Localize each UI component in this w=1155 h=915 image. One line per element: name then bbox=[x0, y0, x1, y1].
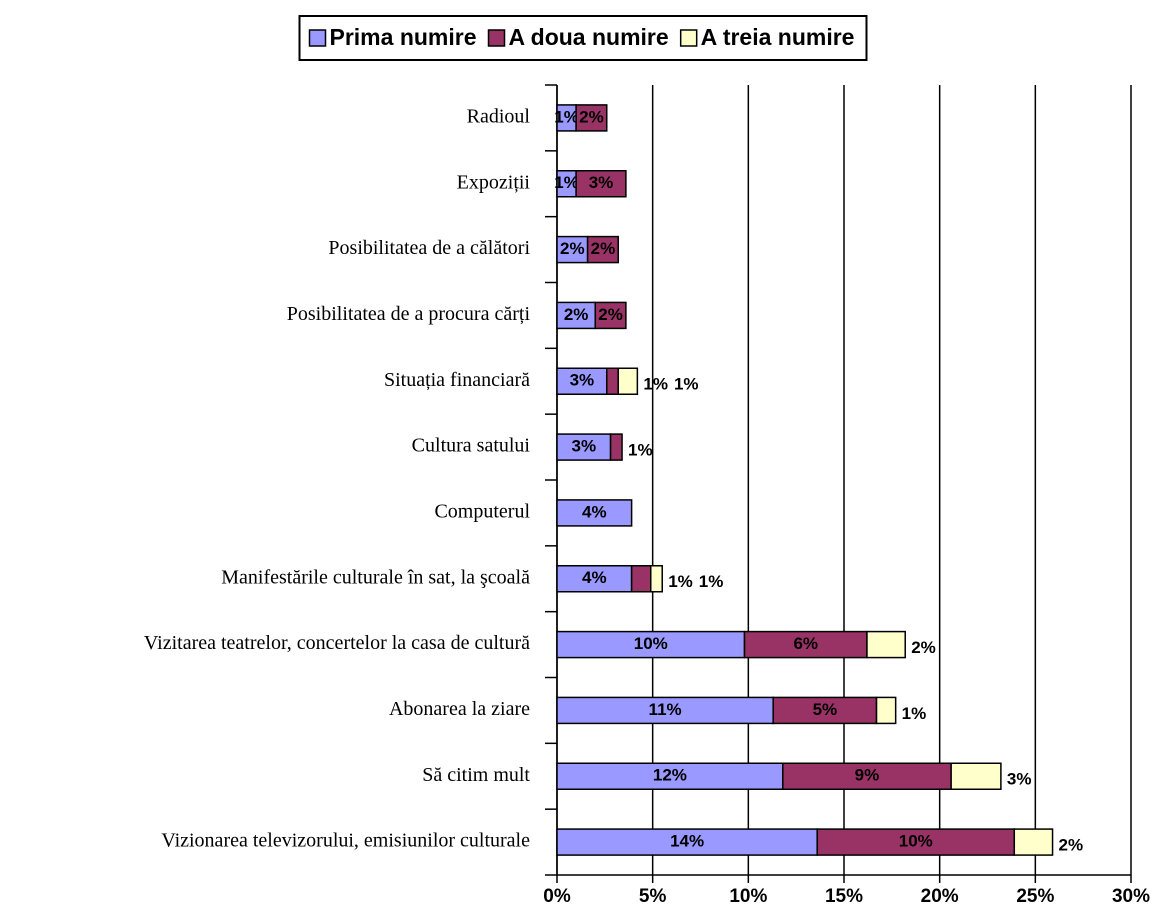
y-tick-label: Vizitarea teatrelor, concertelor la casa… bbox=[144, 632, 530, 654]
value-label: 3% bbox=[570, 371, 595, 390]
value-label: 10% bbox=[634, 634, 668, 653]
bar-segment bbox=[782, 762, 952, 790]
y-tick-label: Abonarea la ziare bbox=[389, 698, 530, 720]
value-label: 2% bbox=[591, 239, 616, 258]
x-tick-label: 0% bbox=[543, 886, 571, 907]
x-tick-label: 10% bbox=[729, 886, 767, 907]
bar-segment bbox=[556, 630, 746, 659]
legend-box bbox=[298, 15, 868, 61]
legend-label: A treia numire bbox=[701, 24, 855, 50]
bar-segment bbox=[556, 762, 784, 790]
y-tick-label: Posibilitatea de a procura cărți bbox=[287, 303, 531, 325]
bar-segment bbox=[556, 499, 633, 527]
bar-segment bbox=[556, 565, 633, 593]
y-tick-label: Radioul bbox=[467, 106, 531, 128]
bar-segment bbox=[575, 104, 608, 132]
y-tick-label: Posibilitatea de a călători bbox=[328, 237, 530, 259]
value-label: 5% bbox=[813, 700, 838, 719]
value-label: 6% bbox=[793, 634, 818, 653]
value-label: 1% bbox=[643, 375, 668, 394]
value-label: 3% bbox=[1007, 770, 1032, 789]
value-label: 2% bbox=[579, 107, 604, 126]
value-label: 2% bbox=[564, 305, 589, 324]
value-label: 9% bbox=[855, 766, 880, 785]
x-tick-label: 15% bbox=[825, 886, 863, 907]
value-label: 2% bbox=[911, 638, 936, 657]
y-tick-label: Situația financiară bbox=[384, 369, 530, 391]
value-label: 4% bbox=[582, 568, 607, 587]
y-tick-label: Computerul bbox=[434, 501, 530, 523]
y-tick-label: Să citim mult bbox=[422, 764, 530, 786]
value-label: 12% bbox=[653, 766, 687, 785]
legend-label: Prima numire bbox=[330, 24, 477, 50]
bar-segment bbox=[594, 301, 627, 330]
bar-segment bbox=[650, 565, 663, 593]
bar-segment bbox=[630, 565, 652, 593]
legend-swatch bbox=[679, 29, 698, 47]
legend-swatch bbox=[308, 29, 327, 47]
value-label: 1% bbox=[554, 107, 579, 126]
value-label: 1% bbox=[628, 441, 653, 460]
y-tick-label: Vizionarea televizorului, emisiunilor cu… bbox=[161, 830, 530, 852]
x-tick-label: 20% bbox=[921, 886, 959, 907]
value-label: 1% bbox=[668, 572, 693, 591]
x-tick-label: 30% bbox=[1112, 886, 1150, 907]
x-tick-label: 25% bbox=[1016, 886, 1054, 907]
bar-segment bbox=[586, 235, 619, 264]
y-tick-label: Expoziții bbox=[457, 171, 531, 193]
value-label: 3% bbox=[589, 173, 614, 192]
bar-segment bbox=[866, 630, 906, 659]
legend-label: A doua numire bbox=[509, 24, 669, 50]
y-tick-label: Manifestările culturale în sat, la şcoal… bbox=[221, 566, 530, 588]
bar-segment bbox=[556, 235, 589, 264]
bar-segment bbox=[743, 630, 868, 659]
value-label: 3% bbox=[571, 437, 596, 456]
bar-segment bbox=[950, 762, 1002, 790]
bar-segment bbox=[556, 828, 818, 856]
bar-segment bbox=[609, 433, 623, 461]
value-label: 4% bbox=[582, 502, 607, 521]
bar-segment bbox=[556, 367, 608, 395]
bar-segment bbox=[617, 367, 639, 395]
value-label: 11% bbox=[649, 700, 682, 719]
value-label: 2% bbox=[1059, 836, 1084, 855]
bar-segment bbox=[556, 301, 597, 330]
bar-segment bbox=[575, 170, 627, 198]
value-label: 2% bbox=[598, 305, 623, 324]
value-label: 1% bbox=[902, 704, 927, 723]
value-label: 1% bbox=[554, 173, 579, 192]
value-label: 2% bbox=[560, 239, 585, 258]
bar-segment bbox=[875, 696, 897, 725]
bar-segment bbox=[1013, 828, 1054, 856]
legend-swatch bbox=[487, 29, 506, 47]
value-label: 14% bbox=[670, 832, 704, 851]
x-tick-label: 5% bbox=[639, 886, 667, 907]
y-tick-label: Cultura satului bbox=[412, 435, 531, 457]
value-label: 1% bbox=[674, 375, 699, 394]
value-label: 1% bbox=[699, 572, 724, 591]
value-label: 10% bbox=[899, 832, 933, 851]
bar-segment bbox=[605, 367, 619, 395]
